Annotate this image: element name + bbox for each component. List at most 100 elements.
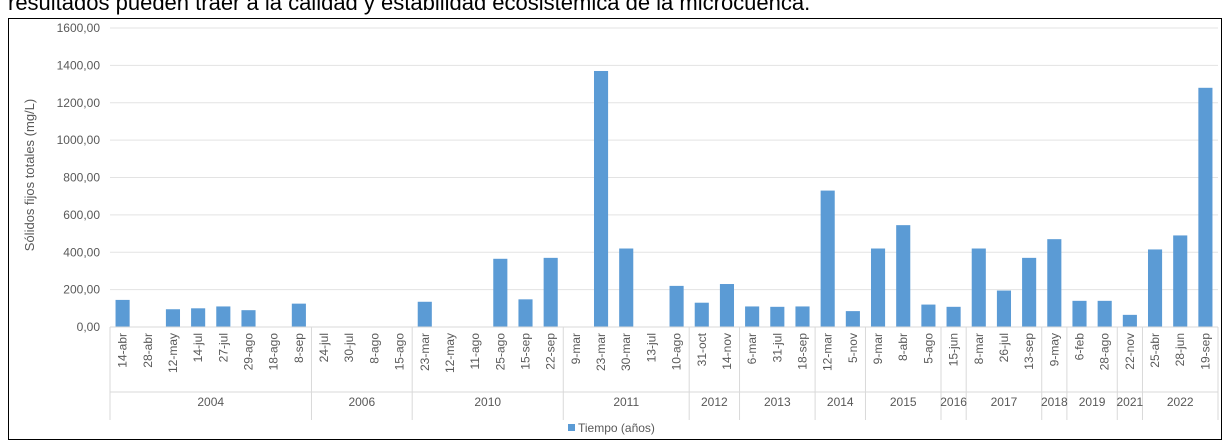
y-tick-label: 1200,00 bbox=[57, 96, 101, 110]
x-tick-label: 15-sep bbox=[519, 333, 533, 370]
group-label: 2022 bbox=[1167, 395, 1194, 409]
x-tick-label: 30-mar bbox=[619, 333, 633, 371]
x-tick-label: 8-sep bbox=[292, 333, 306, 363]
bar bbox=[593, 70, 609, 327]
bar bbox=[165, 309, 181, 327]
y-tick-label: 0,00 bbox=[77, 320, 101, 334]
x-tick-label: 9-mar bbox=[871, 333, 885, 364]
bar bbox=[115, 299, 130, 327]
y-tick-label: 1400,00 bbox=[57, 58, 101, 72]
x-tick-label: 22-sep bbox=[544, 333, 558, 370]
bar bbox=[669, 285, 684, 327]
y-tick-label: 1000,00 bbox=[57, 133, 101, 147]
y-tick-label: 600,00 bbox=[63, 208, 100, 222]
bar bbox=[719, 284, 735, 327]
x-tick-label: 9-may bbox=[1047, 333, 1061, 366]
group-label: 2012 bbox=[701, 395, 728, 409]
bar bbox=[795, 306, 810, 327]
bar bbox=[1198, 87, 1213, 327]
bar bbox=[996, 290, 1012, 327]
bar bbox=[493, 258, 508, 327]
legend-swatch bbox=[568, 424, 575, 431]
bar bbox=[1147, 249, 1163, 327]
bar bbox=[971, 248, 986, 327]
bar bbox=[1122, 314, 1137, 327]
x-tick-label: 14-nov bbox=[720, 333, 734, 370]
bar bbox=[291, 303, 306, 327]
group-label: 2017 bbox=[991, 395, 1018, 409]
bar bbox=[896, 225, 911, 327]
x-tick-label: 15-ago bbox=[393, 333, 407, 371]
x-tick-label: 14-abr bbox=[116, 333, 130, 368]
x-tick-label: 31-oct bbox=[695, 332, 709, 366]
x-tick-label: 25-abr bbox=[1148, 333, 1162, 368]
x-tick-label: 13-jul bbox=[644, 333, 658, 362]
y-tick-label: 200,00 bbox=[63, 283, 100, 297]
group-label: 2021 bbox=[1117, 395, 1144, 409]
group-label: 2006 bbox=[348, 395, 375, 409]
x-tick-label: 28-abr bbox=[141, 333, 155, 368]
group-label: 2011 bbox=[613, 395, 639, 409]
x-tick-label: 28-ago bbox=[1098, 333, 1112, 371]
x-tick-label: 15-jun bbox=[947, 333, 961, 366]
x-tick-label: 10-ago bbox=[670, 333, 684, 371]
group-label: 2015 bbox=[890, 395, 917, 409]
x-tick-label: 19-sep bbox=[1198, 333, 1212, 370]
bar bbox=[241, 310, 256, 327]
x-tick-label: 23-mar bbox=[594, 333, 608, 371]
x-tick-label: 25-ago bbox=[493, 333, 507, 371]
group-label: 2018 bbox=[1041, 395, 1068, 409]
bar bbox=[870, 248, 886, 327]
x-tick-label: 31-jul bbox=[770, 333, 784, 362]
bar bbox=[417, 301, 432, 327]
x-tick-label: 22-nov bbox=[1123, 333, 1137, 370]
x-tick-label: 18-sep bbox=[796, 333, 810, 370]
group-label: 2016 bbox=[940, 395, 967, 409]
bar bbox=[1173, 235, 1188, 327]
x-tick-label: 26-jul bbox=[997, 333, 1011, 362]
x-tick-label: 23-mar bbox=[418, 333, 432, 371]
bar bbox=[694, 302, 709, 327]
y-tick-label: 400,00 bbox=[63, 245, 100, 259]
x-tick-label: 11-ago bbox=[468, 333, 482, 370]
caption: resultados pueden traer a la calidad y e… bbox=[8, 0, 810, 15]
x-tick-label: 6-feb bbox=[1073, 333, 1087, 361]
x-tick-label: 8-abr bbox=[896, 333, 910, 361]
x-tick-label: 8-mar bbox=[972, 333, 986, 364]
x-tick-label: 6-mar bbox=[745, 333, 759, 364]
bar bbox=[543, 257, 558, 327]
y-axis-label: Sólidos fijos totales (mg/L) bbox=[22, 99, 37, 251]
legend-label: Tiempo (años) bbox=[578, 421, 655, 435]
bar bbox=[820, 190, 835, 327]
x-tick-label: 5-ago bbox=[921, 333, 935, 364]
group-label: 2013 bbox=[764, 395, 791, 409]
bar bbox=[921, 304, 936, 327]
bar bbox=[845, 311, 860, 327]
x-tick-label: 13-sep bbox=[1022, 333, 1036, 370]
group-label: 2004 bbox=[197, 395, 224, 409]
bar bbox=[1097, 300, 1112, 327]
y-tick-label: 800,00 bbox=[63, 171, 100, 185]
bar bbox=[1022, 257, 1037, 327]
x-tick-label: 5-nov bbox=[846, 333, 860, 363]
bar bbox=[216, 306, 231, 327]
x-tick-label: 27-jul bbox=[216, 333, 230, 362]
x-tick-label: 29-ago bbox=[242, 333, 256, 371]
group-label: 2019 bbox=[1079, 395, 1106, 409]
x-tick-label: 12-mar bbox=[821, 333, 835, 371]
x-tick-label: 12-may bbox=[443, 333, 457, 373]
bar bbox=[946, 306, 961, 327]
x-tick-label: 8-ago bbox=[367, 333, 381, 364]
chart-frame bbox=[8, 18, 1222, 440]
bar bbox=[1047, 239, 1062, 327]
bar bbox=[770, 306, 785, 327]
x-tick-label: 12-may bbox=[166, 333, 180, 373]
group-label: 2010 bbox=[474, 395, 501, 409]
bar bbox=[745, 306, 760, 327]
bar bbox=[1072, 300, 1087, 327]
bar bbox=[191, 308, 206, 327]
x-tick-label: 28-jun bbox=[1173, 333, 1187, 366]
x-tick-label: 24-jul bbox=[317, 333, 331, 362]
group-label: 2014 bbox=[827, 395, 854, 409]
